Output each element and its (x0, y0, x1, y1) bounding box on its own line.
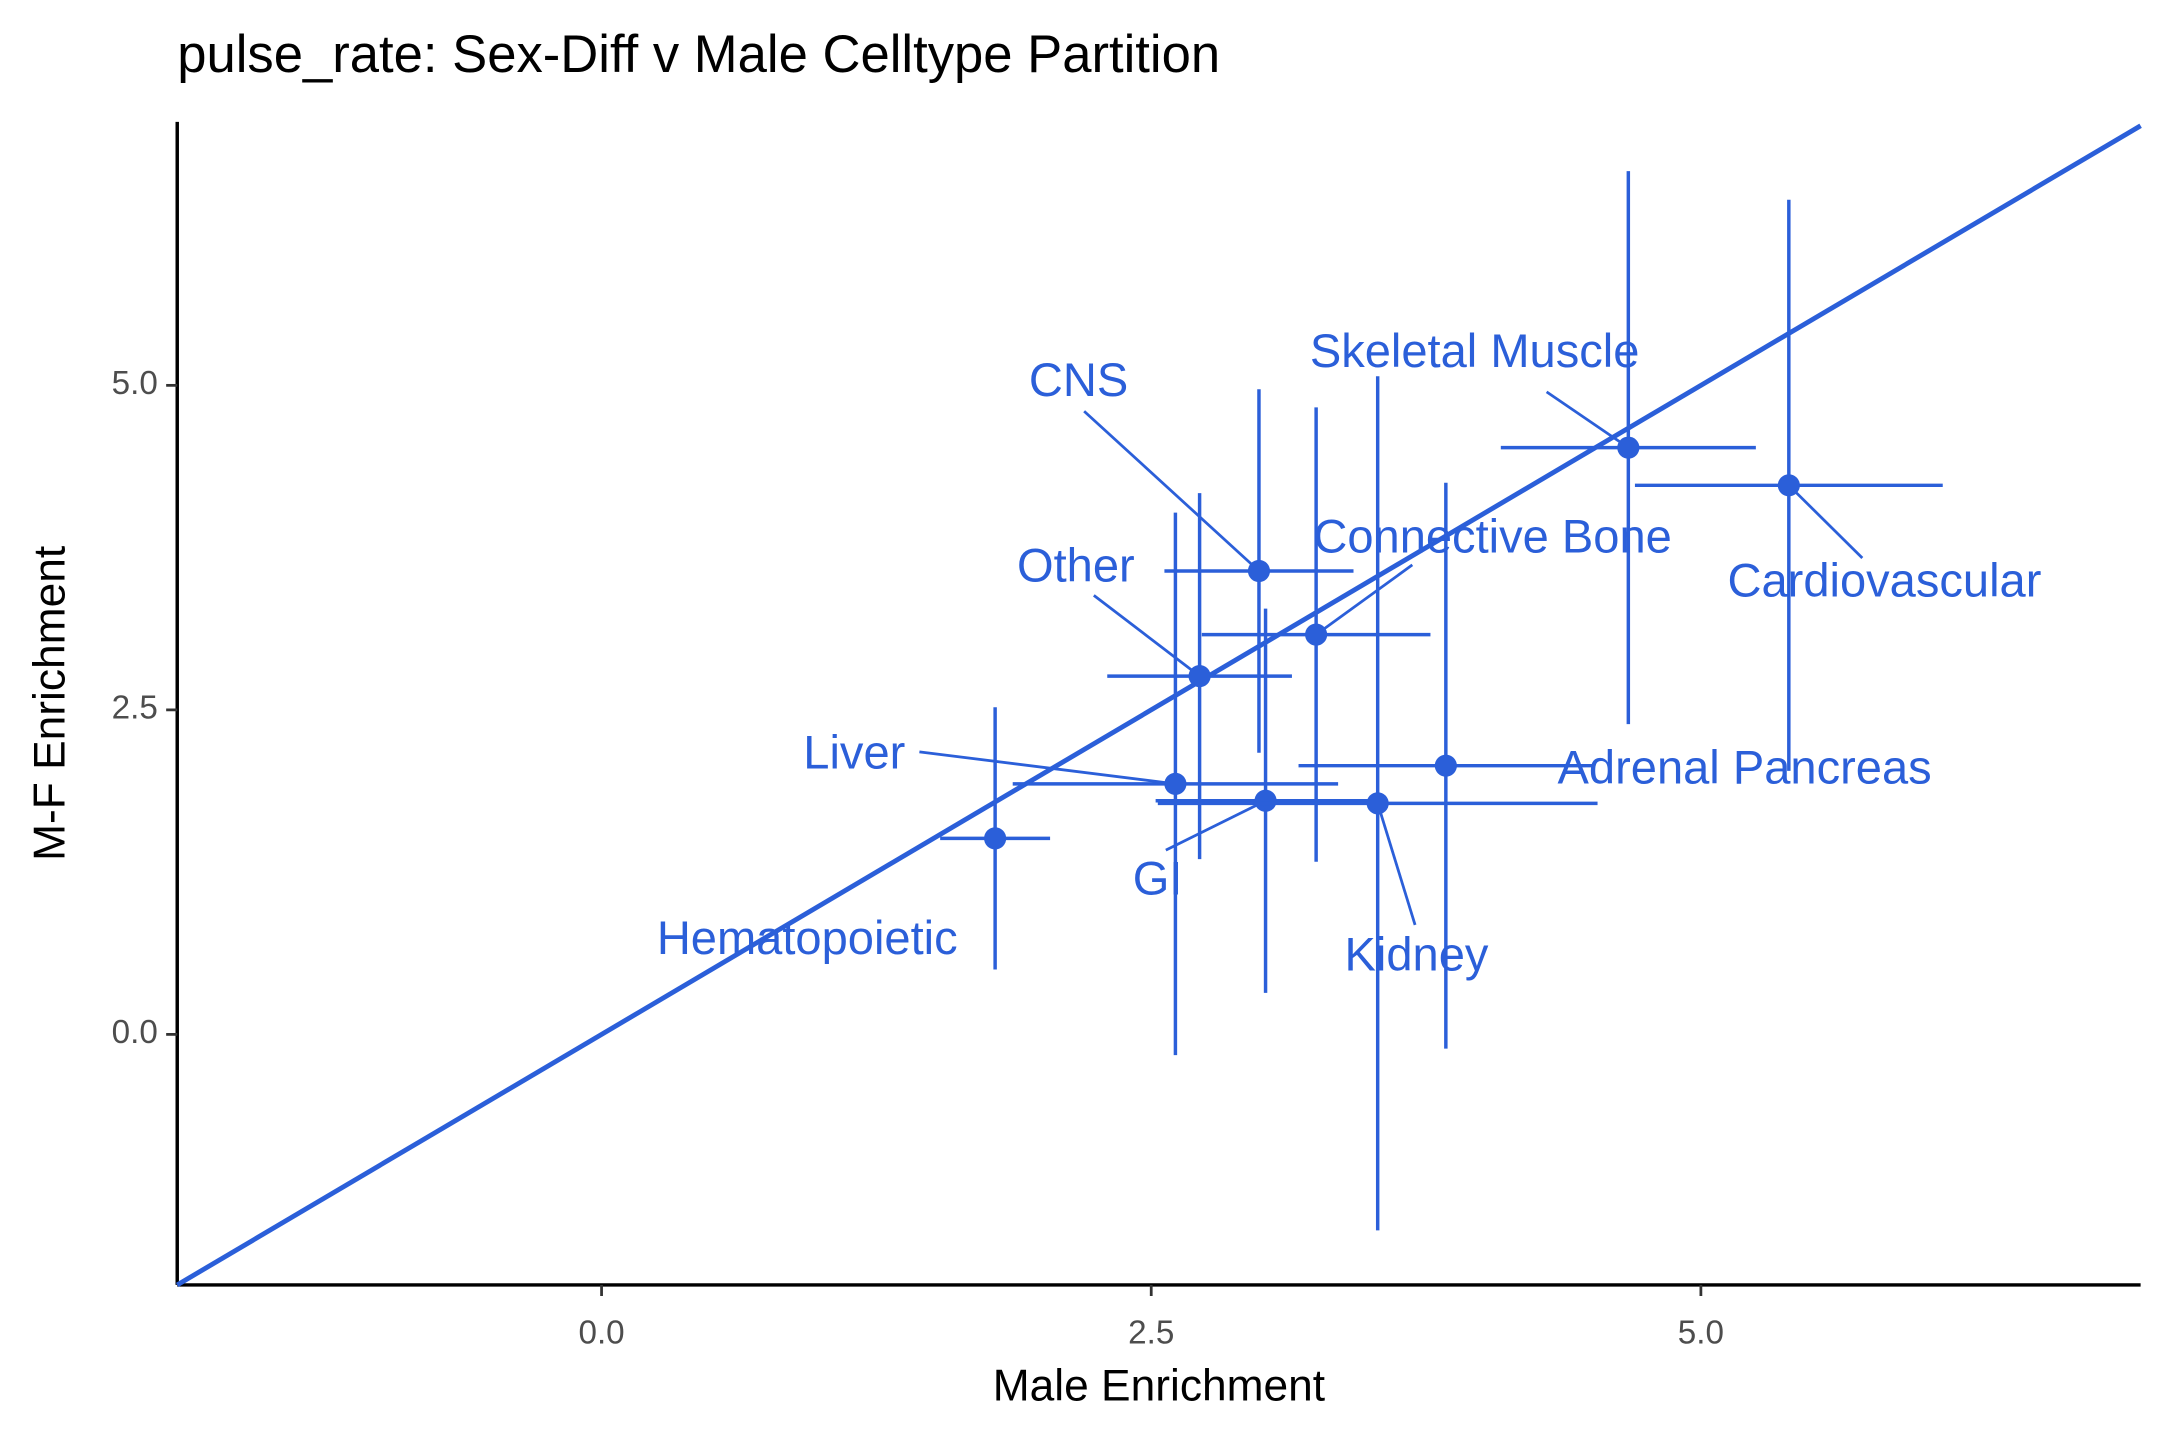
label-leader (1545, 390, 1630, 449)
x-axis-title: Male Enrichment (993, 1361, 1325, 1410)
point-label: Adrenal Pancreas (1558, 741, 1932, 794)
x-tick-label: 2.5 (1128, 1315, 1174, 1352)
point-label: Kidney (1345, 928, 1489, 981)
point-label: Skeletal Muscle (1310, 324, 1640, 377)
label-leader (1376, 802, 1417, 926)
y-axis-title: M-F Enrichment (25, 546, 74, 861)
point (1777, 474, 1800, 497)
label-leader (1165, 799, 1267, 852)
point-label: Liver (803, 725, 905, 778)
x-tick-label: 0.0 (578, 1315, 624, 1352)
point-label: Hematopoietic (657, 911, 958, 964)
point (1254, 789, 1277, 812)
chart-title: pulse_rate: Sex-Diff v Male Celltype Par… (177, 25, 1220, 84)
y-tick-label: 2.5 (112, 690, 158, 727)
point-label: CNS (1029, 353, 1128, 406)
point (1164, 772, 1187, 795)
point (1617, 436, 1640, 459)
label-leader (1083, 410, 1260, 573)
point-label: Other (1017, 539, 1135, 592)
point (984, 827, 1007, 850)
identity-line (175, 123, 2142, 1288)
y-tick-label: 5.0 (112, 365, 158, 402)
point (1188, 665, 1211, 688)
x-tick-label: 5.0 (1678, 1315, 1724, 1352)
y-tick-label: 0.0 (112, 1014, 158, 1051)
label-leader (1315, 563, 1414, 636)
point (1366, 792, 1389, 815)
label-leader (1093, 594, 1201, 678)
point-label: Connective Bone (1313, 509, 1671, 562)
point (1247, 559, 1271, 583)
point-label: GI (1133, 851, 1183, 904)
label-leader (1787, 484, 1864, 559)
point (1434, 754, 1457, 777)
point (1305, 623, 1328, 646)
label-leader (919, 750, 1176, 786)
point-label: Cardiovascular (1728, 554, 2042, 607)
